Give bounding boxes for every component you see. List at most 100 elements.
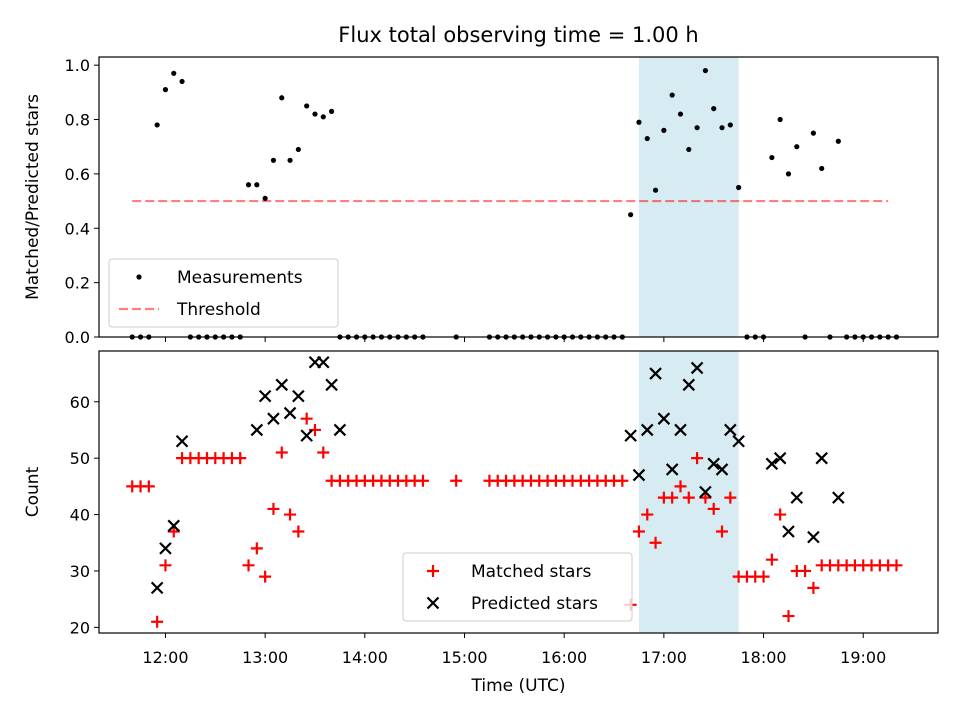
- data-point: [292, 525, 305, 538]
- y-axis-label: Matched/Predicted stars: [23, 94, 43, 300]
- data-point: [807, 530, 820, 544]
- y-tick-label: 0.4: [65, 219, 90, 238]
- data-point: [320, 114, 326, 120]
- x-tick-label: 18:00: [740, 648, 786, 667]
- data-point: [317, 446, 330, 459]
- x-tick-label: 12:00: [142, 648, 188, 667]
- data-point: [773, 451, 787, 465]
- data-point: [699, 491, 712, 504]
- x-tick-label: 16:00: [541, 648, 587, 667]
- axes-frame: [98, 350, 939, 634]
- data-point: [275, 378, 289, 392]
- data-point: [644, 135, 650, 142]
- legend: Measurements Threshold: [108, 258, 339, 328]
- data-point: [715, 463, 729, 476]
- data-point: [807, 581, 820, 594]
- data-point: [835, 138, 841, 144]
- data-point: [275, 446, 288, 459]
- data-point: [254, 182, 260, 188]
- x-tick-label: 13:00: [242, 648, 288, 667]
- data-point: [719, 125, 725, 131]
- x-tick-label: 17:00: [641, 648, 687, 667]
- y-axis-label: Count: [23, 466, 43, 517]
- bottom-panel: 20 30 40 50 60 12:00 13:00 14:00 15:00 16:00 17:00…: [23, 350, 939, 667]
- data-point: [159, 542, 172, 555]
- data-point: [258, 389, 272, 403]
- data-point: [674, 480, 687, 493]
- data-point: [154, 122, 160, 128]
- legend-label: Measurements: [177, 268, 303, 288]
- data-point: [250, 542, 263, 555]
- data-point: [649, 536, 662, 549]
- data-point: [259, 570, 272, 583]
- data-point: [702, 67, 709, 74]
- y-tick-label: 0.6: [65, 165, 90, 184]
- data-point: [815, 451, 828, 465]
- data-point: [782, 525, 795, 538]
- data-point: [171, 70, 177, 76]
- y-tick-label: 60: [70, 393, 90, 412]
- data-point: [711, 106, 717, 112]
- data-point: [304, 103, 310, 109]
- x-tick-label: 15:00: [441, 648, 487, 667]
- data-point: [657, 412, 671, 425]
- legend-marker-dot: [136, 274, 142, 280]
- data-point: [641, 508, 654, 521]
- data-point: [250, 423, 264, 437]
- data-point: [616, 474, 629, 487]
- data-point: [785, 171, 792, 177]
- series-predicted-stars: [150, 356, 845, 595]
- data-point: [175, 434, 189, 448]
- data-point: [832, 491, 845, 504]
- data-point: [782, 610, 795, 623]
- data-point: [317, 356, 330, 369]
- data-point: [810, 130, 816, 136]
- data-point: [669, 92, 675, 98]
- data-point: [179, 78, 185, 85]
- data-point: [677, 111, 684, 117]
- data-point: [682, 491, 695, 504]
- data-point: [150, 581, 164, 595]
- y-tick-label: 0.8: [65, 111, 90, 130]
- data-point: [707, 457, 720, 471]
- y-tick-label: 40: [70, 506, 90, 525]
- series-matched-stars: [126, 412, 903, 628]
- data-point: [295, 146, 301, 153]
- data-point: [799, 564, 812, 577]
- legend-box: [402, 552, 633, 622]
- data-point: [765, 553, 778, 566]
- data-point: [757, 570, 770, 583]
- chart-title: Flux total observing time = 1.00 h: [338, 23, 698, 47]
- data-point: [649, 367, 662, 380]
- x-tick-label: 14:00: [342, 648, 388, 667]
- data-point: [159, 559, 172, 572]
- data-point: [765, 457, 779, 471]
- data-point: [736, 184, 742, 191]
- y-tick-label: 1.0: [65, 56, 90, 75]
- data-point: [632, 468, 646, 482]
- legend-label: Predicted stars: [471, 594, 598, 614]
- y-tick-label: 0.2: [65, 274, 90, 293]
- data-point: [292, 389, 305, 403]
- data-point: [279, 95, 285, 101]
- y-tick-label: 50: [70, 449, 90, 468]
- data-point: [325, 378, 338, 392]
- data-point: [665, 463, 679, 476]
- data-point: [636, 119, 642, 125]
- data-point: [312, 111, 318, 117]
- series-measurements: [129, 67, 900, 340]
- data-point: [652, 187, 659, 193]
- data-point: [262, 195, 268, 201]
- data-point: [300, 412, 313, 425]
- y-tick-label: 0.0: [65, 328, 90, 347]
- data-point: [270, 157, 277, 163]
- data-point: [727, 122, 733, 128]
- data-point: [699, 485, 712, 499]
- observing-window-span: [638, 57, 739, 337]
- data-point: [416, 474, 429, 487]
- y-tick-label: 30: [70, 562, 90, 581]
- data-point: [674, 423, 687, 437]
- data-point: [694, 125, 700, 131]
- data-point: [769, 154, 775, 161]
- data-point: [287, 157, 293, 163]
